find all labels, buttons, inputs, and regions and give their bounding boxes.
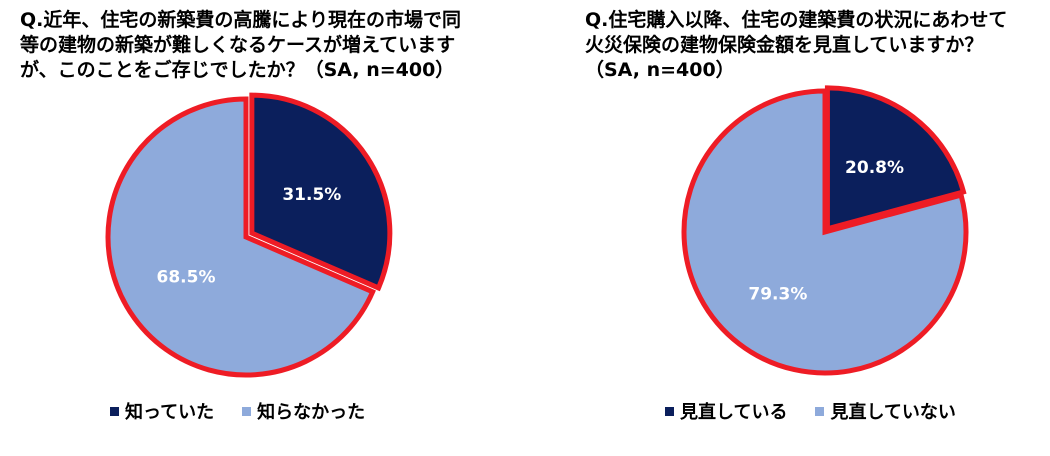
legend-swatch <box>110 406 119 416</box>
pie-chart: 20.8% 79.3% <box>681 85 969 376</box>
legend-label: 知っていた <box>125 402 215 423</box>
chart-legend: 知っていた 知らなかった <box>110 398 365 424</box>
legend-label: 見直している <box>680 402 788 423</box>
slice-data-label: 20.8% <box>845 158 904 178</box>
pie-slice <box>249 92 393 292</box>
legend-swatch <box>815 406 825 416</box>
pie-chart: 31.5% 68.5% <box>105 92 393 378</box>
chart-title-line-3: （SA, n=400） <box>585 59 735 81</box>
legend-swatch <box>242 406 252 416</box>
slice-data-label: 79.3% <box>748 285 807 305</box>
chart-left: Q.近年、住宅の新築費の高騰により現在の市場で同 等の建物の新築が難しくなるケー… <box>0 0 500 456</box>
legend-item: 見直していない <box>815 398 956 424</box>
chart-title-line-1: Q.住宅購入以降、住宅の建築費の状況にあわせて <box>585 9 1008 31</box>
slice-data-label: 68.5% <box>157 267 216 287</box>
chart-title: Q.近年、住宅の新築費の高騰により現在の市場で同 等の建物の新築が難しくなるケー… <box>20 8 500 83</box>
chart-right: Q.住宅購入以降、住宅の建築費の状況にあわせて 火災保険の建物保険金額を見直して… <box>565 0 1050 456</box>
chart-title: Q.住宅購入以降、住宅の建築費の状況にあわせて 火災保険の建物保険金額を見直して… <box>585 8 1050 83</box>
legend-item: 知らなかった <box>242 398 365 424</box>
legend-label: 見直していない <box>830 402 956 423</box>
chart-title-line-2: 等の建物の新築が難しくなるケースが増えています <box>20 34 456 56</box>
chart-legend: 見直している 見直していない <box>665 398 956 424</box>
pie-slice <box>105 96 376 378</box>
legend-label: 知らなかった <box>257 402 366 423</box>
legend-swatch <box>665 406 674 416</box>
chart-title-line-2: 火災保険の建物保険金額を見直していますか？ <box>585 34 984 56</box>
pie-slice <box>681 88 969 376</box>
chart-title-line-3: が、このことをご存じでしたか？（SA, n=400） <box>20 59 455 81</box>
pie-slice <box>824 85 967 233</box>
chart-title-line-1: Q.近年、住宅の新築費の高騰により現在の市場で同 <box>20 9 461 31</box>
slice-data-label: 31.5% <box>282 185 341 205</box>
legend-item: 見直している <box>665 398 787 424</box>
legend-item: 知っていた <box>110 398 214 424</box>
